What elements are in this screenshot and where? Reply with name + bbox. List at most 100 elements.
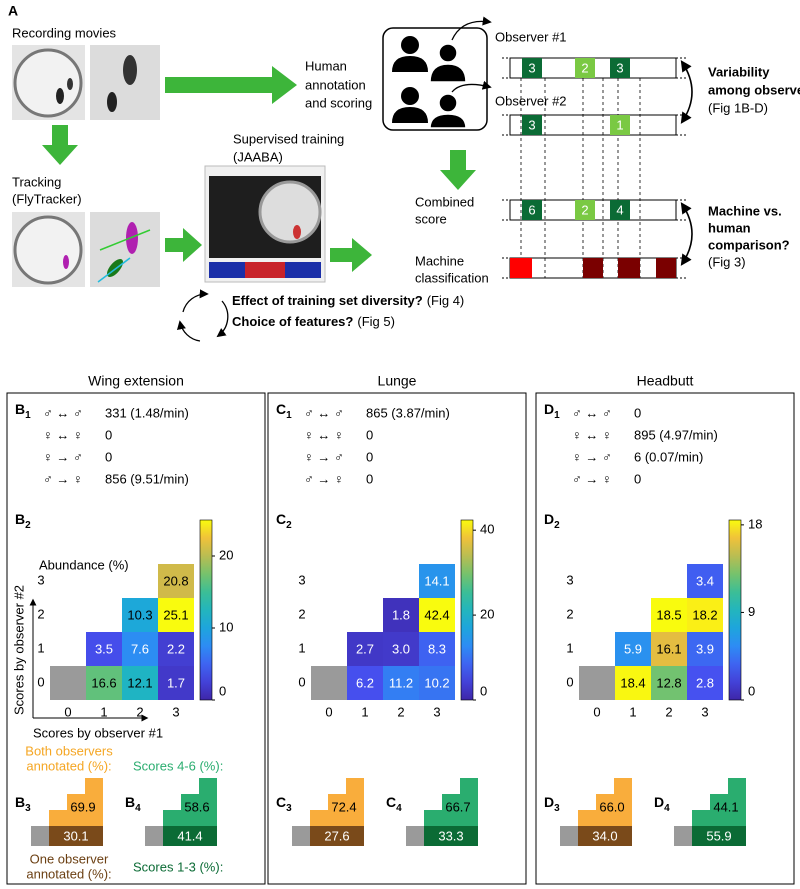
- heatmap-cell: [86, 632, 122, 666]
- classification-bout: [510, 258, 532, 278]
- cell-value: 16.6: [91, 675, 116, 690]
- flow-arrow: [42, 125, 78, 165]
- cell-value: 12.1: [127, 675, 152, 690]
- x-tick-label: 3: [701, 704, 708, 719]
- track: [509, 114, 677, 136]
- score-label: 6: [528, 202, 535, 217]
- y-tick-label: 1: [566, 640, 573, 655]
- pyramid-value: 44.1: [713, 799, 738, 814]
- x-tick-label: 0: [593, 704, 600, 719]
- question: among observers?: [708, 82, 800, 97]
- score-box: [522, 200, 542, 220]
- pyramid-origin: [292, 826, 310, 846]
- y-tick-label: 2: [298, 606, 305, 621]
- heatmap-cell: [687, 564, 723, 598]
- compare-arrow: [680, 60, 693, 124]
- cell-value: 1.8: [392, 607, 410, 622]
- heatmap-cell: [651, 632, 687, 666]
- pyramid-bottom: [692, 826, 746, 846]
- pyramid-value: 55.9: [706, 828, 731, 843]
- cell-value: 3.0: [392, 641, 410, 656]
- question-bold: Effect of training set diversity?: [232, 293, 423, 308]
- score-label: 2: [581, 60, 588, 75]
- x-tick-label: 3: [433, 704, 440, 719]
- panel-frame: [535, 392, 795, 885]
- panel-letter: D: [544, 794, 554, 810]
- score-box: [522, 58, 542, 78]
- step-label: and scoring: [305, 95, 372, 110]
- pyramid-value: 34.0: [592, 828, 617, 843]
- cell-value: 16.1: [656, 641, 681, 656]
- pyramid-top: [310, 778, 364, 826]
- panel-label: D1: [544, 401, 560, 421]
- score-label: 3: [528, 117, 535, 132]
- cell-value: 20.8: [163, 573, 188, 588]
- y-tick-label: 2: [37, 606, 44, 621]
- colorbar-label: 18: [748, 516, 762, 531]
- cell-value: 2.2: [167, 641, 185, 656]
- score-label: 3: [616, 60, 623, 75]
- heatmap-cell: [347, 632, 383, 666]
- pyramid-value: 33.3: [438, 828, 463, 843]
- pair-count: 0: [366, 449, 373, 464]
- panel-letter: D: [544, 511, 554, 527]
- question: human: [708, 220, 751, 235]
- score-box: [575, 58, 595, 78]
- panel-title: Headbutt: [637, 373, 694, 389]
- score-label: 2: [581, 202, 588, 217]
- pair-count: 865 (3.87/min): [366, 405, 450, 420]
- colorbar-label: 9: [748, 604, 755, 619]
- y-tick-label: 3: [566, 572, 573, 587]
- pair-count: 0: [634, 471, 641, 486]
- track-label: Machine: [415, 253, 464, 268]
- heatmap-cell: [122, 632, 158, 666]
- cell-value: 3.9: [696, 641, 714, 656]
- cell-value: 5.9: [624, 641, 642, 656]
- panel-letter: B: [125, 794, 135, 810]
- track-label: Combined: [415, 194, 474, 209]
- x-tick-label: 2: [665, 704, 672, 719]
- pair-type: ♀ → ♂: [304, 449, 344, 464]
- tracks: 3 2 3 3 1 6 2 4: [502, 57, 686, 279]
- heatmap-note: Abundance (%): [39, 557, 129, 572]
- question: Choice of features? (Fig 5): [232, 314, 395, 329]
- heatmap-cell: [122, 666, 158, 700]
- heatmap-cell: [86, 666, 122, 700]
- panel-label: B1: [15, 401, 31, 421]
- panel-subscript: 3: [25, 803, 31, 814]
- connector: [451, 16, 492, 41]
- track-label: Observer #1: [495, 29, 567, 44]
- question: Effect of training set diversity? (Fig 4): [232, 293, 464, 308]
- cell-value: 14.1: [424, 573, 449, 588]
- pair-type: ♀ ↔ ♀: [572, 427, 612, 442]
- track-label: score: [415, 211, 447, 226]
- y-tick-label: 1: [298, 640, 305, 655]
- pyramid-bottom: [424, 826, 478, 846]
- track-label: Observer #2: [495, 93, 567, 108]
- cell-value: 2.7: [356, 641, 374, 656]
- figure-ref: (Fig 3): [708, 254, 746, 269]
- cell-value: 10.3: [127, 607, 152, 622]
- score-box: [610, 58, 630, 78]
- heatmap-cell: [419, 598, 455, 632]
- heatmap-cell: [687, 632, 723, 666]
- flow-arrow: [440, 150, 476, 190]
- pair-type: ♂ ↔ ♂: [304, 405, 344, 420]
- heatmap-cell: [687, 666, 723, 700]
- pair-count: 6 (0.07/min): [634, 449, 703, 464]
- heatmap-cell: [158, 598, 194, 632]
- x-tick-label: 2: [136, 704, 143, 719]
- cell-value: 1.7: [167, 675, 185, 690]
- x-axis-label: Scores by observer #1: [33, 725, 163, 740]
- flow-arrow: [330, 238, 372, 272]
- colorbar-label: 0: [748, 683, 755, 698]
- figure-ref: (Fig 4): [427, 293, 465, 308]
- classification-bout: [618, 258, 640, 278]
- heatmap-cell: [687, 598, 723, 632]
- panel-letter: C: [276, 511, 286, 527]
- pyramid-origin: [145, 826, 163, 846]
- pyramid-top: [692, 778, 746, 826]
- pyramid-value: 58.6: [184, 799, 209, 814]
- cell-value: 10.2: [424, 675, 449, 690]
